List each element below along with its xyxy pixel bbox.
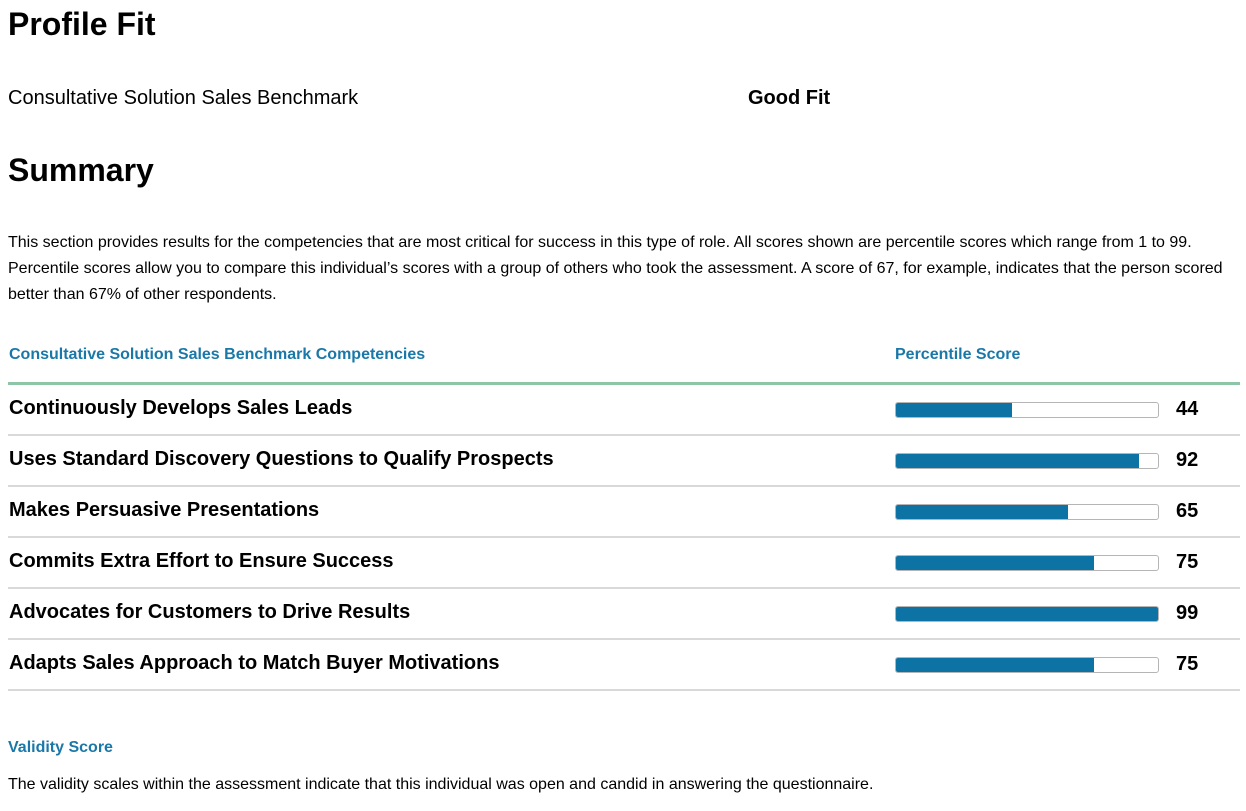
score-bar-track (895, 555, 1159, 571)
competency-column-header: Consultative Solution Sales Benchmark Co… (9, 346, 426, 363)
competency-name: Continuously Develops Sales Leads (9, 397, 353, 419)
validity-text: The validity scales within the assessmen… (8, 776, 874, 793)
competency-row: Adapts Sales Approach to Match Buyer Mot… (8, 640, 1240, 691)
score-bar-fill (896, 556, 1095, 570)
competency-row: Makes Persuasive Presentations 65 (8, 487, 1240, 538)
competency-score: 65 (1176, 500, 1199, 522)
competency-row: Advocates for Customers to Drive Results… (8, 589, 1240, 640)
competency-score: 44 (1176, 398, 1199, 420)
competency-score: 75 (1176, 551, 1199, 573)
benchmark-name: Consultative Solution Sales Benchmark (8, 87, 359, 109)
competency-score: 92 (1176, 449, 1199, 471)
competency-row: Uses Standard Discovery Questions to Qua… (8, 436, 1240, 487)
competency-table-header: Consultative Solution Sales Benchmark Co… (8, 343, 1240, 367)
competency-name: Makes Persuasive Presentations (9, 499, 320, 521)
competency-name: Advocates for Customers to Drive Results (9, 601, 411, 623)
score-bar-fill (896, 403, 1013, 417)
competency-list: Continuously Develops Sales Leads 44 Use… (8, 385, 1240, 691)
score-column-header: Percentile Score (895, 346, 1021, 363)
competency-name: Commits Extra Effort to Ensure Success (9, 550, 394, 572)
score-bar-fill (896, 505, 1069, 519)
score-bar-track (895, 657, 1159, 673)
score-bar-track (895, 402, 1159, 418)
competency-row: Commits Extra Effort to Ensure Success 7… (8, 538, 1240, 589)
profile-fit-title: Profile Fit (8, 6, 156, 42)
fit-result: Good Fit (748, 87, 831, 109)
score-bar-fill (896, 454, 1140, 468)
summary-intro: This section provides results for the co… (8, 234, 1223, 303)
competency-name: Adapts Sales Approach to Match Buyer Mot… (9, 652, 500, 674)
summary-title: Summary (8, 152, 154, 188)
score-bar-track (895, 504, 1159, 520)
competency-row: Continuously Develops Sales Leads 44 (8, 385, 1240, 436)
score-bar-track (895, 453, 1159, 469)
score-bar-track (895, 606, 1159, 622)
competency-score: 75 (1176, 653, 1199, 675)
score-bar-fill (896, 607, 1158, 621)
benchmark-row: Consultative Solution Sales Benchmark Go… (8, 86, 1240, 110)
competency-score: 99 (1176, 602, 1199, 624)
header-divider (8, 382, 1240, 385)
score-bar-fill (896, 658, 1095, 672)
competency-name: Uses Standard Discovery Questions to Qua… (9, 448, 554, 470)
validity-title: Validity Score (8, 739, 113, 756)
